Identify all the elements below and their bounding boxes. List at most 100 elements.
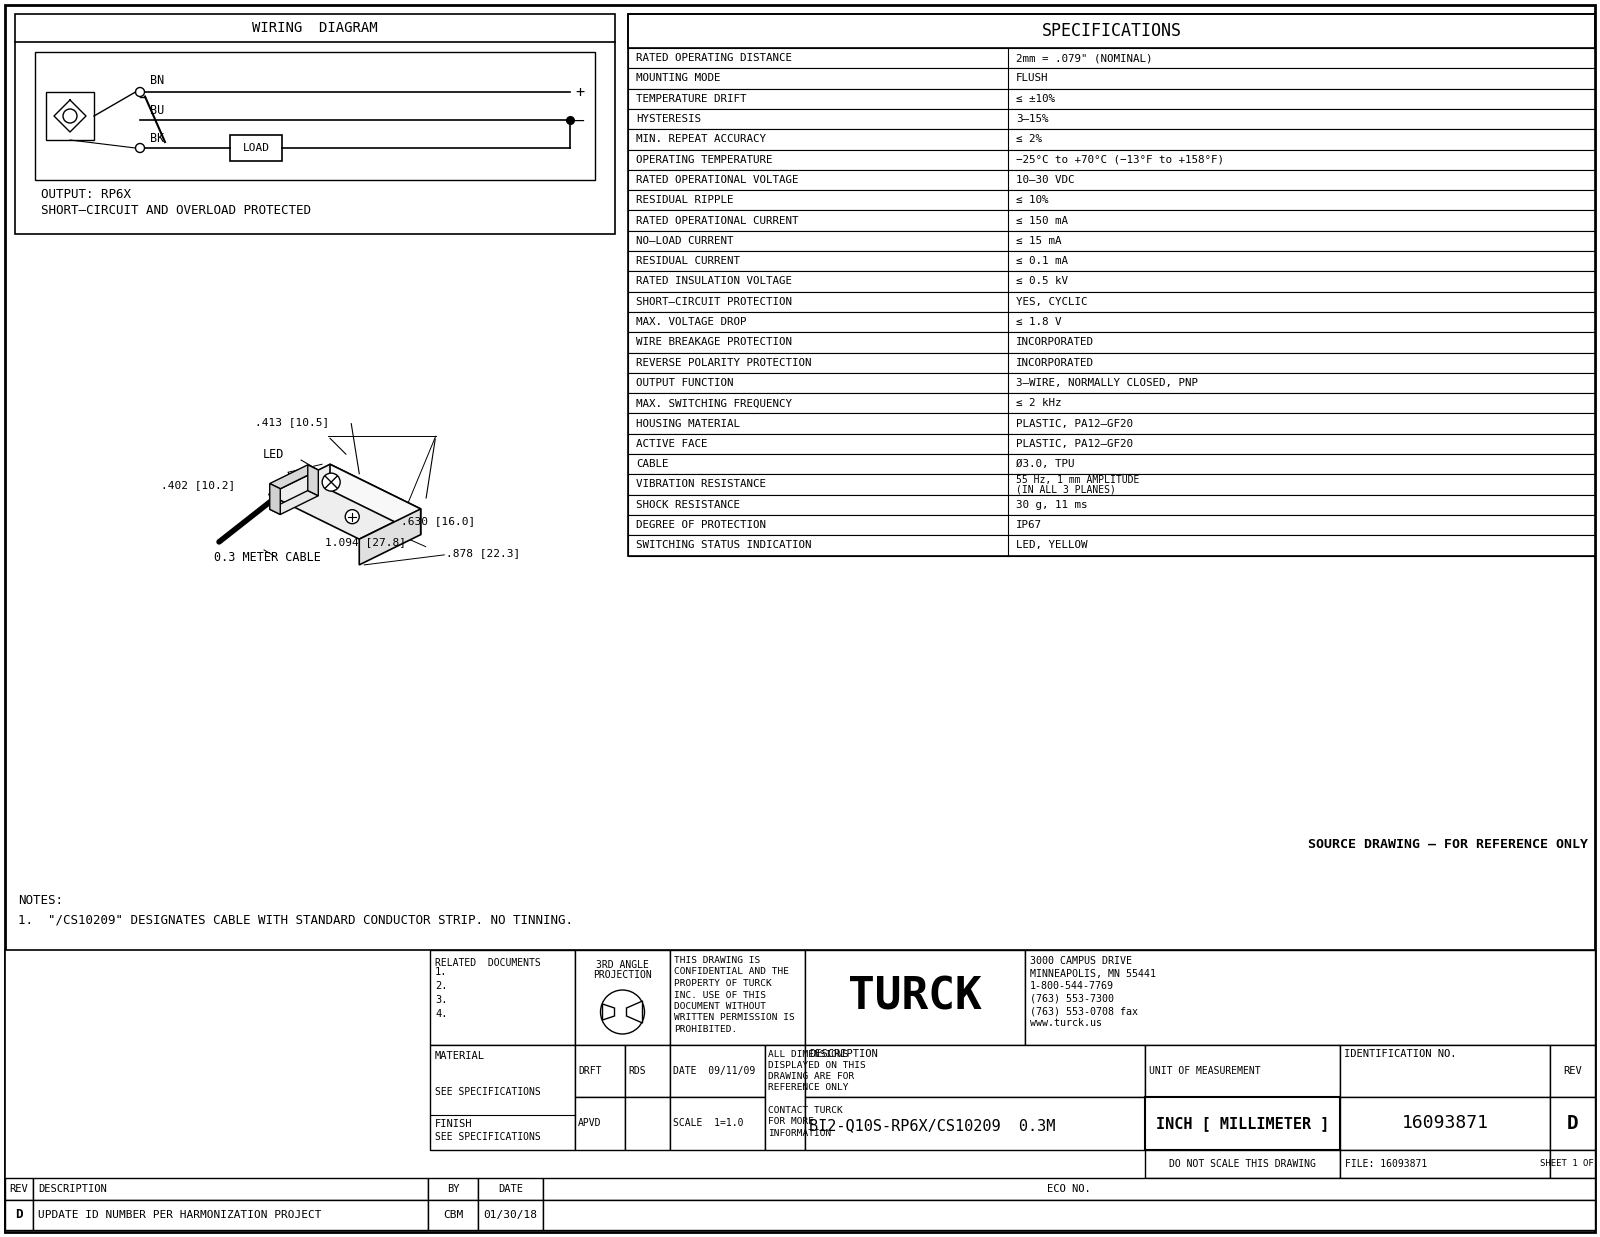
Bar [1146, 1045, 1341, 1097]
Bar [478, 1178, 542, 1200]
Text: MAX. SWITCHING FREQUENCY: MAX. SWITCHING FREQUENCY [637, 398, 792, 408]
Text: www.turck.us: www.turck.us [1030, 1018, 1102, 1028]
Text: NOTES:: NOTES: [18, 893, 62, 907]
Polygon shape [627, 1001, 643, 1023]
Text: MIN. REPEAT ACCURACY: MIN. REPEAT ACCURACY [637, 135, 766, 145]
Text: NO–LOAD CURRENT: NO–LOAD CURRENT [637, 236, 733, 246]
Bar [5, 1200, 34, 1230]
Text: REV: REV [10, 1184, 29, 1194]
Text: SOURCE DRAWING – FOR REFERENCE ONLY: SOURCE DRAWING – FOR REFERENCE ONLY [1309, 839, 1587, 851]
Text: 1-800-544-7769: 1-800-544-7769 [1030, 981, 1114, 991]
Bar [670, 1045, 765, 1097]
Text: (763) 553-7300: (763) 553-7300 [1030, 993, 1114, 1003]
Text: BU: BU [150, 104, 165, 116]
Bar [627, 14, 1595, 48]
Text: –: – [576, 113, 584, 127]
Bar [574, 1045, 626, 1097]
Circle shape [346, 510, 360, 523]
Text: THIS DRAWING IS: THIS DRAWING IS [674, 956, 760, 965]
Text: MINNEAPOLIS, MN 55441: MINNEAPOLIS, MN 55441 [1030, 969, 1155, 978]
Bar [5, 950, 1595, 1232]
Text: 4.: 4. [435, 1009, 448, 1019]
Text: 01/30/18: 01/30/18 [483, 1210, 538, 1220]
Text: FOR MORE: FOR MORE [768, 1117, 814, 1126]
Bar [627, 48, 1595, 68]
Text: 1.: 1. [435, 967, 448, 977]
Text: HOUSING MATERIAL: HOUSING MATERIAL [637, 418, 739, 428]
Text: PLASTIC, PA12–GF20: PLASTIC, PA12–GF20 [1016, 439, 1133, 449]
Text: IDENTIFICATION NO.: IDENTIFICATION NO. [1344, 1049, 1456, 1059]
Bar [627, 89, 1595, 109]
Text: ≤ 1.8 V: ≤ 1.8 V [1016, 317, 1061, 327]
Bar [230, 135, 282, 161]
Bar [627, 292, 1595, 312]
Bar [627, 190, 1595, 210]
Bar [627, 515, 1595, 536]
Polygon shape [270, 484, 280, 515]
Bar [627, 169, 1595, 190]
Bar [627, 230, 1595, 251]
Text: DEGREE OF PROTECTION: DEGREE OF PROTECTION [637, 520, 766, 529]
Text: REVERSE POLARITY PROTECTION: REVERSE POLARITY PROTECTION [637, 357, 811, 367]
Text: FILE: 16093871: FILE: 16093871 [1346, 1159, 1427, 1169]
Text: RATED OPERATIONAL VOLTAGE: RATED OPERATIONAL VOLTAGE [637, 174, 798, 186]
Text: FLUSH: FLUSH [1016, 73, 1048, 83]
Text: 2mm = .079" (NOMINAL): 2mm = .079" (NOMINAL) [1016, 53, 1152, 63]
Bar [627, 413, 1595, 434]
Bar [429, 1178, 478, 1200]
Text: BN: BN [150, 74, 165, 88]
Text: RESIDUAL RIPPLE: RESIDUAL RIPPLE [637, 195, 733, 205]
Text: SEE SPECIFICATIONS: SEE SPECIFICATIONS [435, 1132, 541, 1143]
Text: −25°C to +70°C (−13°F to +158°F): −25°C to +70°C (−13°F to +158°F) [1016, 155, 1224, 165]
Text: CBM: CBM [443, 1210, 462, 1220]
Bar [626, 1097, 670, 1150]
Text: BK: BK [150, 131, 165, 145]
Text: ECO NO.: ECO NO. [1046, 1184, 1091, 1194]
Text: APVD: APVD [578, 1118, 602, 1128]
Text: DO NOT SCALE THIS DRAWING: DO NOT SCALE THIS DRAWING [1170, 1159, 1315, 1169]
Text: SHEET 1 OF 1: SHEET 1 OF 1 [1541, 1159, 1600, 1169]
Text: RELATED  DOCUMENTS: RELATED DOCUMENTS [435, 957, 541, 969]
Polygon shape [603, 1004, 614, 1021]
Polygon shape [269, 464, 421, 539]
Text: DATE  09/11/09: DATE 09/11/09 [674, 1066, 755, 1076]
Text: ≤ 0.5 kV: ≤ 0.5 kV [1016, 276, 1069, 287]
Bar [14, 14, 614, 234]
Bar [626, 1045, 670, 1097]
Text: TEMPERATURE DRIFT: TEMPERATURE DRIFT [637, 94, 747, 104]
Text: CONFIDENTIAL AND THE: CONFIDENTIAL AND THE [674, 967, 789, 976]
Text: LOAD: LOAD [243, 143, 269, 153]
Circle shape [600, 990, 645, 1034]
Polygon shape [360, 508, 421, 565]
Text: ≤ 0.1 mA: ≤ 0.1 mA [1016, 256, 1069, 266]
Text: INC. USE OF THIS: INC. USE OF THIS [674, 991, 766, 999]
Bar [627, 14, 1595, 555]
Text: MAX. VOLTAGE DROP: MAX. VOLTAGE DROP [637, 317, 747, 327]
Bar [627, 353, 1595, 372]
Bar [429, 1200, 478, 1230]
Bar [1550, 1097, 1595, 1150]
Bar [1341, 1045, 1550, 1097]
Circle shape [322, 473, 341, 491]
Bar [46, 92, 94, 140]
Text: DISPLAYED ON THIS: DISPLAYED ON THIS [768, 1061, 866, 1070]
Text: 0.3 METER CABLE: 0.3 METER CABLE [214, 552, 322, 564]
Text: TURCK: TURCK [848, 976, 982, 1019]
Text: SHORT–CIRCUIT PROTECTION: SHORT–CIRCUIT PROTECTION [637, 297, 792, 307]
Text: ≤ 15 mA: ≤ 15 mA [1016, 236, 1061, 246]
Text: INCORPORATED: INCORPORATED [1016, 338, 1094, 348]
Bar [574, 950, 670, 1045]
Text: WRITTEN PERMISSION IS: WRITTEN PERMISSION IS [674, 1013, 795, 1023]
Text: HYSTERESIS: HYSTERESIS [637, 114, 701, 124]
Text: CONTACT TURCK: CONTACT TURCK [768, 1106, 843, 1115]
Text: INFORMATION: INFORMATION [768, 1128, 832, 1138]
Text: WIRING  DIAGRAM: WIRING DIAGRAM [253, 21, 378, 35]
Bar [34, 1200, 429, 1230]
Bar [1550, 1045, 1595, 1097]
Text: D: D [16, 1209, 22, 1221]
Text: ≤ ±10%: ≤ ±10% [1016, 94, 1054, 104]
Text: SHORT–CIRCUIT AND OVERLOAD PROTECTED: SHORT–CIRCUIT AND OVERLOAD PROTECTED [42, 204, 310, 216]
Text: RDS: RDS [627, 1066, 646, 1076]
Bar [478, 1200, 542, 1230]
Text: WIRE BREAKAGE PROTECTION: WIRE BREAKAGE PROTECTION [637, 338, 792, 348]
